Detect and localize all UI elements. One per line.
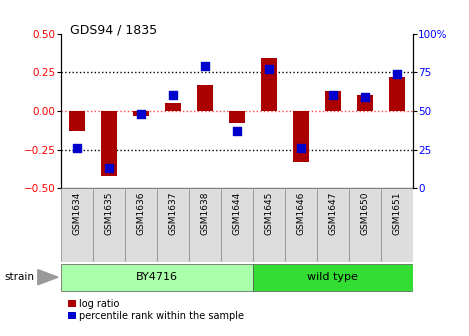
Bar: [221, 188, 253, 262]
Bar: [349, 188, 381, 262]
Point: [393, 71, 401, 77]
Text: GSM1645: GSM1645: [265, 192, 273, 235]
Bar: [125, 188, 157, 262]
Bar: [317, 188, 349, 262]
Bar: [157, 188, 189, 262]
Text: wild type: wild type: [307, 271, 358, 282]
Text: strain: strain: [5, 271, 35, 282]
Text: GSM1644: GSM1644: [232, 192, 242, 235]
Point: [105, 165, 113, 171]
Bar: [357, 95, 373, 111]
Legend: log ratio, percentile rank within the sample: log ratio, percentile rank within the sa…: [66, 297, 246, 323]
Text: GSM1646: GSM1646: [296, 192, 305, 235]
Point: [137, 111, 144, 117]
Text: GDS94 / 1835: GDS94 / 1835: [70, 24, 158, 37]
Bar: [197, 85, 213, 111]
Text: GSM1637: GSM1637: [168, 192, 177, 235]
Polygon shape: [38, 269, 58, 285]
Point: [265, 67, 272, 72]
Bar: [69, 111, 85, 131]
Text: GSM1635: GSM1635: [105, 192, 113, 235]
Point: [233, 128, 241, 134]
Bar: [389, 77, 405, 111]
Text: GSM1638: GSM1638: [200, 192, 209, 235]
Bar: [381, 188, 413, 262]
Point: [73, 145, 81, 151]
Bar: [133, 111, 149, 116]
Point: [201, 64, 209, 69]
Bar: [293, 111, 309, 162]
Text: GSM1636: GSM1636: [136, 192, 145, 235]
Bar: [101, 111, 117, 176]
Bar: [61, 263, 253, 291]
Text: GSM1647: GSM1647: [328, 192, 337, 235]
Bar: [253, 188, 285, 262]
Bar: [325, 91, 341, 111]
Text: BY4716: BY4716: [136, 271, 178, 282]
Point: [297, 145, 304, 151]
Bar: [93, 188, 125, 262]
Point: [169, 93, 177, 98]
Bar: [253, 263, 413, 291]
Bar: [61, 188, 93, 262]
Text: GSM1651: GSM1651: [392, 192, 401, 235]
Bar: [285, 188, 317, 262]
Text: GSM1650: GSM1650: [360, 192, 369, 235]
Bar: [261, 58, 277, 111]
Text: GSM1634: GSM1634: [72, 192, 82, 235]
Bar: [165, 103, 181, 111]
Bar: [189, 188, 221, 262]
Point: [361, 94, 369, 100]
Point: [329, 93, 337, 98]
Bar: [229, 111, 245, 123]
